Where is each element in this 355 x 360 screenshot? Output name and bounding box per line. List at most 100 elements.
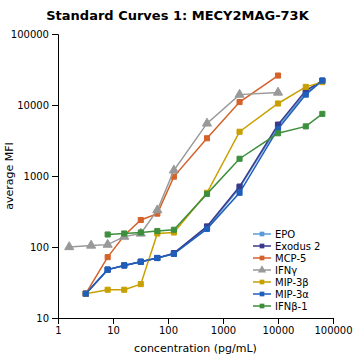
point [122, 287, 127, 292]
plot-area: 1101001000100001000001010010001000010000… [11, 29, 353, 336]
tick-mark [278, 318, 279, 324]
series [83, 78, 325, 296]
legend-item: MIP-3α [253, 289, 309, 300]
point [237, 184, 242, 189]
point [275, 73, 280, 78]
tick-mark [113, 318, 114, 324]
tick-label: 1 [55, 325, 61, 336]
tick-mark [223, 318, 224, 324]
line [86, 81, 323, 294]
legend-marker [260, 280, 265, 285]
point [171, 227, 176, 232]
tick-mark [52, 34, 58, 35]
tick-label: 100 [159, 325, 178, 336]
point [87, 240, 96, 248]
x-axis-title: concentration (pg/mL) [134, 342, 257, 355]
point [122, 263, 127, 268]
point [275, 131, 280, 136]
legend-item: IFNβ-1 [253, 301, 308, 312]
point [138, 217, 143, 222]
point [105, 232, 110, 237]
legend-label: Exodus 2 [275, 241, 320, 252]
legend-label: IFNγ [275, 265, 297, 276]
point [122, 263, 127, 268]
point [320, 78, 325, 83]
point [237, 156, 242, 161]
point [204, 225, 209, 230]
point [275, 101, 280, 106]
series [105, 111, 325, 237]
tick-mark [333, 318, 334, 324]
legend-item: EPO [253, 229, 295, 240]
point [202, 118, 211, 126]
series [83, 80, 325, 297]
y-axis-title: average MFI [3, 142, 16, 210]
tick-label: 100000 [314, 325, 352, 336]
point [122, 263, 127, 268]
tick: 10 [36, 313, 58, 324]
point [320, 78, 325, 83]
tick: 100000 [314, 318, 352, 336]
tick-mark [52, 247, 58, 248]
point [105, 287, 110, 292]
point [237, 190, 242, 195]
point [155, 255, 160, 260]
point [83, 291, 88, 296]
point [237, 129, 242, 134]
point [303, 92, 308, 97]
tick: 100 [159, 318, 178, 336]
legend-item: MCP-5 [253, 253, 306, 264]
tick: 1 [55, 318, 61, 336]
line [108, 114, 323, 235]
axis-line [59, 319, 334, 325]
point [320, 111, 325, 116]
tick-mark [168, 318, 169, 324]
legend-item: Exodus 2 [253, 241, 320, 252]
point [235, 89, 244, 97]
point [273, 87, 282, 95]
legend-item: MIP-3β [253, 277, 309, 288]
line [69, 92, 278, 247]
point [237, 100, 242, 105]
point [153, 205, 162, 213]
tick: 10000 [17, 100, 58, 111]
chart: 1101001000100001000001010010001000010000… [0, 0, 355, 360]
point [303, 124, 308, 129]
point [105, 255, 110, 260]
point [83, 291, 88, 296]
point [122, 231, 127, 236]
point [83, 291, 88, 296]
series [65, 87, 283, 249]
point [83, 291, 88, 296]
point [138, 230, 143, 235]
axis-line [52, 35, 59, 319]
tick: 1000 [211, 318, 236, 336]
point [103, 239, 112, 247]
y-axis: 10 100 1000 10000 100000 [11, 29, 59, 324]
point [138, 259, 143, 264]
point [171, 251, 176, 256]
tick-mark [52, 176, 58, 177]
tick: 100 [30, 242, 58, 253]
tick-label: 10000 [263, 325, 295, 336]
point [171, 251, 176, 256]
point [204, 136, 209, 141]
point [105, 267, 110, 272]
point [120, 231, 129, 239]
point [303, 84, 308, 89]
point [83, 291, 88, 296]
point [155, 228, 160, 233]
legend-marker [260, 292, 265, 297]
legend-item: IFNγ [253, 265, 297, 276]
point [105, 267, 110, 272]
line [86, 81, 323, 294]
legend-label: MIP-3α [275, 289, 309, 300]
series [83, 73, 280, 296]
legend-label: MCP-5 [275, 253, 306, 264]
x-axis: 110100100010000100000 [55, 318, 352, 336]
point [204, 191, 209, 196]
legend: EPOExodus 2MCP-5IFNγMIP-3βMIP-3αIFNβ-1 [253, 229, 320, 312]
tick: 100000 [11, 29, 58, 40]
legend-label: EPO [275, 229, 295, 240]
tick-label: 1000 [24, 171, 49, 182]
